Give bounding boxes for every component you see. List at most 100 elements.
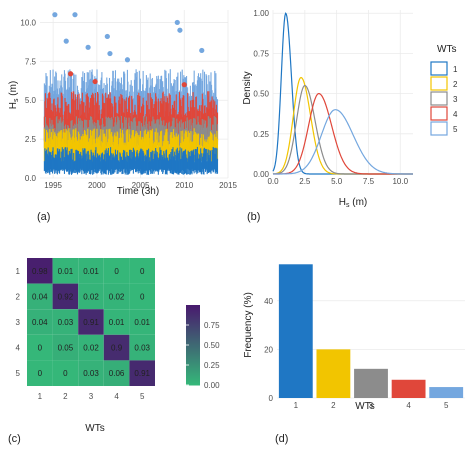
panel-b-density: 0.0 2.5 5.0 7.5 10.0 0.00 0.25 0.50 0.75 1.00 Hs… [242,9,458,223]
panel-label-a: (a) [37,211,50,223]
c-y-tick-0: 1 [16,267,21,276]
c-y-ticks: 1 2 3 4 5 [16,267,21,378]
c-cell-label-4-4: 0.9 [111,344,123,353]
d-x-ticks: 1 2 3 4 5 [294,401,449,410]
a-y-tick-3: 7.5 [25,57,37,66]
c-cell-3-2 [52,309,79,335]
a-point-wt5-6 [199,47,205,54]
b-legend-label-wt3: 3 [453,95,458,104]
b-legend-key-wt1 [430,61,448,76]
b-y-ticks: 0.00 0.25 0.50 0.75 1.00 [253,9,269,179]
c-colorbar-step-6 [186,371,200,374]
a-y-tick-4: 10.0 [20,18,36,27]
b-x-axis-title-unit: (m) [349,197,367,208]
c-y-tick-4: 5 [16,369,21,378]
a-x-tick-2: 2005 [132,181,150,190]
c-cell-5-2 [52,360,79,386]
c-y-tick-3: 4 [16,344,21,353]
c-colorbar-step-37 [186,309,200,312]
a-point-wt5-9 [63,38,69,44]
c-cell-1-5 [129,258,155,284]
c-cell-label-2-3: 0.02 [83,292,99,301]
c-cell-1-2 [52,258,79,284]
c-colorbar-step-26 [186,331,200,334]
b-x-tick-1: 2.5 [299,177,311,186]
b-x-ticks: 0.0 2.5 5.0 7.5 10.0 [267,177,408,186]
c-cell-2-5 [129,283,155,310]
b-legend-label-wt1: 1 [453,65,458,74]
c-x-tick-3: 4 [114,392,119,401]
c-x-axis-title: WTs [85,423,104,434]
b-legend-key-wt5 [430,121,448,136]
c-colorbar-step-35 [186,313,200,316]
b-y-tick-0: 0.00 [253,170,269,179]
c-colorbar-step-32 [186,319,200,322]
a-point-wt5-5 [177,27,183,33]
c-cell-5-4 [103,360,130,386]
c-cell-3-4 [103,309,130,335]
b-y-tick-1: 0.25 [253,130,269,139]
c-x-tick-2: 3 [89,392,94,401]
c-colorbar-tick-2: 0.50 [204,341,220,350]
panel-label-b: (b) [247,211,260,223]
b-x-tick-3: 7.5 [363,177,375,186]
c-colorbar-step-29 [186,325,200,328]
c-colorbar-step-9 [186,365,200,368]
c-cell-2-3 [78,283,104,310]
c-cell-4-3 [78,334,104,361]
a-x-tick-1: 2000 [88,181,106,190]
d-y-tick-1: 20 [264,345,273,354]
a-y-tick-2: 5.0 [25,96,37,105]
c-colorbar-tick-3: 0.75 [204,321,220,330]
c-cell-2-2 [52,283,79,310]
c-colorbar-step-22 [186,339,200,342]
c-colorbar-step-13 [186,357,200,360]
c-cell-3-3 [78,309,104,335]
c-colorbar-step-18 [186,347,200,350]
c-cell-label-1-3: 0.01 [83,267,99,276]
a-x-tick-3: 2010 [175,181,193,190]
b-y-axis-title: Density [242,71,253,104]
c-colorbar: 0.00 0.25 0.50 0.75 [186,305,220,390]
c-cell-label-2-5: 0 [140,292,145,301]
c-cell-4-2 [52,334,79,361]
c-cell-label-3-4: 0.01 [109,318,125,327]
c-colorbar-step-25 [186,333,200,336]
c-colorbar-step-21 [186,341,200,344]
d-x-tick-2: 3 [369,401,374,410]
c-x-tick-0: 1 [38,392,43,401]
a-y-tick-0: 0.0 [25,174,37,183]
b-curves [272,12,413,175]
a-x-tick-4: 2015 [219,181,237,190]
c-cell-label-5-1: 0 [38,369,43,378]
d-bar-wt5 [429,387,464,398]
c-colorbar-step-7 [186,369,200,372]
c-colorbar-step-39 [186,305,200,308]
c-x-tick-4: 5 [140,392,145,401]
a-y-axis-title-main: H [8,102,19,109]
b-grid [272,10,413,175]
b-legend-label-wt4: 4 [453,110,458,119]
c-cell-1-1 [27,258,53,284]
c-cell-label-3-3: 0.91 [83,318,99,327]
c-cell-label-3-5: 0.01 [134,318,150,327]
c-colorbar-tick-0: 0.00 [204,381,220,390]
c-colorbar-step-2 [186,379,200,382]
a-point-wt5-8 [124,57,131,63]
panel-label-d: (d) [275,433,288,445]
a-y-ticks: 0.0 2.5 5.0 7.5 10.0 [20,18,36,183]
c-cell-label-5-4: 0.06 [109,369,125,378]
b-x-axis-title: Hs (m) [339,197,368,209]
d-y-axis-title: Frequency (%) [243,292,254,358]
c-colorbar-step-16 [186,351,200,354]
panel-a-scatter: 1995 2000 2005 2010 2015 0.0 2.5 5.0 7.5 10.0 Ti… [8,10,237,223]
c-colorbar-step-8 [186,367,200,370]
a-y-axis-title: Hs (m) [8,81,20,110]
c-colorbar-step-1 [186,381,200,384]
a-point-wt5-0 [52,12,58,18]
panel-d-bar: 1 2 3 4 5 0 20 40 WTs Frequency (%) (d) [243,264,465,445]
c-cell-label-1-1: 0.98 [32,267,48,276]
c-cell-label-2-2: 0.92 [58,292,74,301]
d-x-tick-0: 1 [294,401,299,410]
c-x-ticks: 1 2 3 4 5 [38,392,145,401]
